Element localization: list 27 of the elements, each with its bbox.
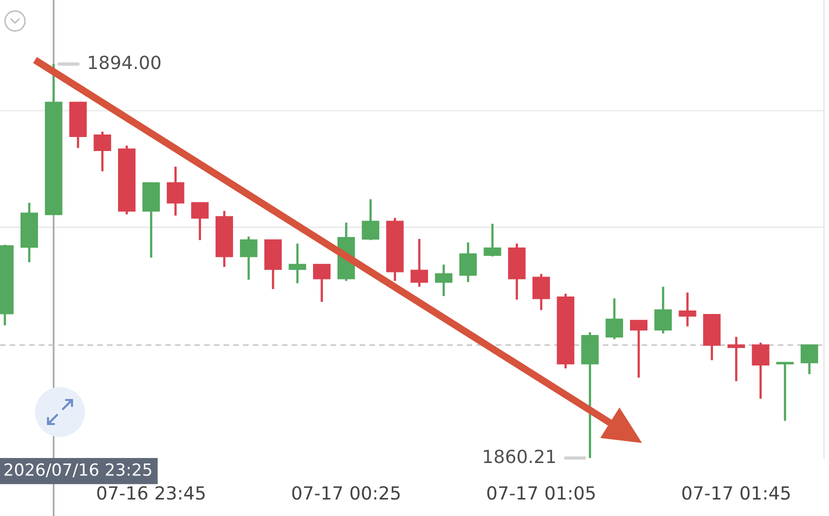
candlestick bbox=[434, 263, 452, 298]
annotation: 1894.00 bbox=[88, 56, 160, 70]
ref-line-label: 2026/07/16 23:25 bbox=[4, 463, 152, 478]
candlestick bbox=[410, 238, 428, 288]
candlestick bbox=[630, 319, 648, 379]
candlestick bbox=[776, 361, 794, 422]
candlestick bbox=[484, 222, 502, 258]
x-tick-label: 07-17 01:05 bbox=[487, 486, 595, 500]
candlestick bbox=[240, 235, 258, 281]
candlestick bbox=[654, 286, 672, 334]
candlestick bbox=[459, 241, 477, 284]
candlestick bbox=[94, 130, 112, 172]
candlestick bbox=[800, 344, 818, 376]
candlestick bbox=[606, 297, 624, 340]
candlestick bbox=[166, 166, 184, 217]
candlestick bbox=[191, 202, 209, 242]
candlestick bbox=[727, 336, 745, 382]
candlestick bbox=[752, 342, 770, 400]
x-tick-label: 07-17 01:45 bbox=[682, 486, 790, 500]
candlestick bbox=[678, 291, 696, 328]
x-tick-label: 07-16 23:45 bbox=[97, 486, 205, 500]
candlestick bbox=[288, 242, 306, 284]
candlestick bbox=[362, 198, 380, 242]
annotation: 1860.21 bbox=[484, 450, 555, 464]
candlestick bbox=[532, 272, 550, 312]
x-tick-label: 07-17 00:25 bbox=[292, 486, 400, 500]
candlestick bbox=[313, 263, 331, 303]
